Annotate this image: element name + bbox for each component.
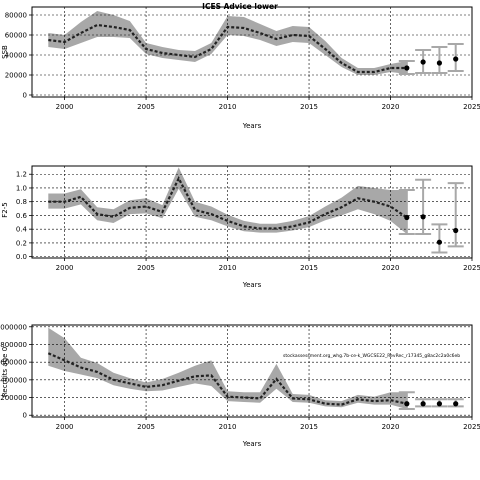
run-id-annotation: stockassessment.org_whg.7b-ce-k_WGCSE22_…	[283, 353, 460, 359]
projection-point	[436, 239, 443, 245]
plot-frame	[31, 165, 473, 259]
recruits-x-axis-label: Years	[242, 440, 262, 448]
x-tick-label: 2015	[300, 264, 318, 272]
ssb-plot-area: 2000 2005 2010 2015 2020 2025 0 20000 40000 60000…	[5, 6, 480, 111]
projection-point	[453, 227, 459, 234]
recruits-y-axis-label: Recruits age 0	[1, 347, 9, 397]
projection-point	[420, 59, 426, 65]
projection-point	[420, 401, 426, 407]
y-tick-label: 0	[23, 412, 27, 420]
projection-point	[436, 401, 443, 407]
panel-ssb: ICES Advice lower 2000 2005 2010 2015 2020 20…	[1, 2, 480, 130]
y-tick-label: 40000	[5, 52, 27, 60]
estimate-line	[48, 23, 407, 74]
projection-point	[420, 214, 426, 220]
x-tick-label: 2005	[137, 264, 155, 272]
x-tick-label: 2020	[382, 103, 400, 111]
projection-point	[436, 60, 443, 66]
x-tick-label: 2025	[463, 103, 480, 111]
y-tick-label: 0.6	[16, 212, 28, 220]
y-tick-label: 0	[23, 92, 27, 100]
estimate-line	[47, 352, 408, 406]
plot-frame	[31, 6, 473, 98]
x-tick-label: 2020	[382, 423, 400, 431]
y-tick-label: 60000	[5, 32, 27, 40]
f-x-axis-label: Years	[242, 281, 262, 289]
y-tick-label: 1000000	[0, 323, 27, 331]
x-tick-label: 2005	[137, 423, 155, 431]
y-tick-label: 1.2	[16, 171, 27, 179]
x-tick-label: 2015	[300, 103, 318, 111]
x-tick-label: 2010	[219, 264, 237, 272]
y-tick-label: 1.0	[16, 184, 27, 192]
confidence-band	[48, 327, 407, 409]
f-plot-area: 2000 2005 2010 2015 2020 2025 0.0 0.2 0.4 0.6 0.8 1…	[16, 165, 480, 272]
y-tick-label: 0.4	[16, 226, 28, 234]
x-tick-label: 2015	[300, 423, 318, 431]
x-tick-label: 2020	[382, 264, 400, 272]
y-tick-label: 800000	[0, 341, 27, 349]
y-tick-label: 400000	[0, 376, 27, 384]
panel-recruitment: 2000 2005 2010 2015 2020 2025 0 200000 400000 600…	[0, 323, 480, 448]
recruits-plot-area: 2000 2005 2010 2015 2020 2025 0 200000 400000 600…	[0, 323, 480, 431]
y-tick-label: 0.2	[16, 239, 27, 247]
projection-point	[453, 56, 459, 62]
x-tick-label: 2010	[219, 423, 237, 431]
panel-fishing-mortality: 2000 2005 2010 2015 2020 2025 0.0 0.2 0.4 0.6 0.8 1…	[1, 165, 480, 289]
f-y-axis-label: F2-5	[1, 202, 9, 217]
x-tick-label: 2025	[463, 423, 480, 431]
ssb-x-axis-label: Years	[242, 122, 262, 130]
y-tick-label: 200000	[0, 394, 27, 402]
x-tick-label: 2000	[56, 264, 74, 272]
estimate-line	[48, 175, 408, 230]
x-tick-label: 2000	[56, 103, 74, 111]
projection-point	[453, 401, 459, 407]
projection-point	[404, 401, 410, 407]
x-tick-label: 2000	[56, 423, 74, 431]
y-tick-label: 600000	[0, 359, 27, 367]
plot-frame	[31, 324, 473, 418]
x-tick-label: 2025	[463, 264, 480, 272]
x-tick-label: 2010	[219, 103, 237, 111]
y-tick-label: 0.8	[16, 198, 27, 206]
y-tick-label: 80000	[5, 12, 27, 20]
ssb-y-axis-label: SSB	[1, 45, 9, 59]
y-tick-label: 0.0	[16, 253, 27, 261]
projection-point	[404, 214, 410, 221]
x-tick-label: 2005	[137, 103, 155, 111]
y-tick-label: 20000	[5, 72, 27, 80]
projection-point	[404, 65, 410, 71]
